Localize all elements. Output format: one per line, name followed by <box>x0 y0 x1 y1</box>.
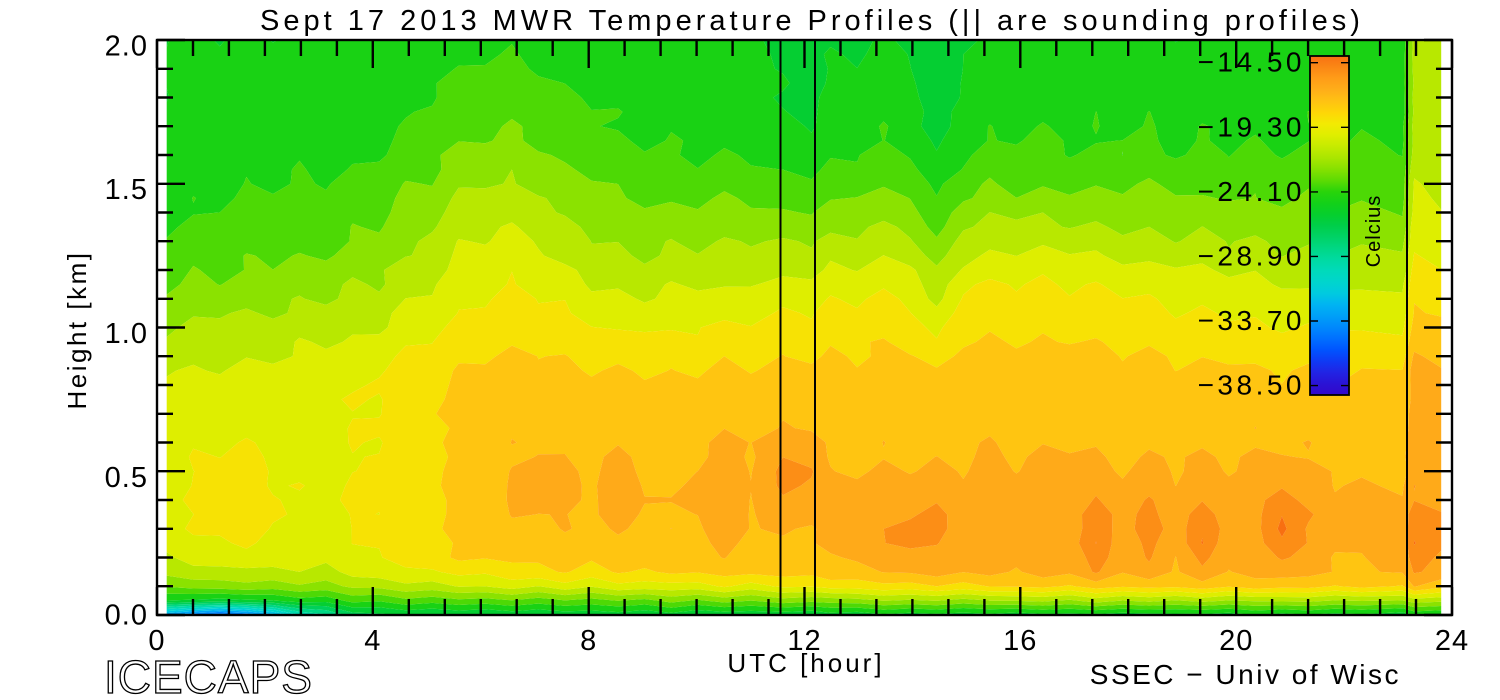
svg-text:1.0: 1.0 <box>105 318 148 350</box>
svg-text:ICECAPS: ICECAPS <box>104 651 313 700</box>
svg-text:−14.50: −14.50 <box>1198 47 1305 78</box>
svg-text:16: 16 <box>1003 625 1037 657</box>
svg-text:UTC [hour]: UTC [hour] <box>727 648 884 678</box>
svg-text:0.0: 0.0 <box>105 600 148 632</box>
svg-text:0: 0 <box>148 625 165 657</box>
svg-text:Celcius: Celcius <box>1363 195 1385 268</box>
svg-text:−38.50: −38.50 <box>1198 370 1305 401</box>
svg-text:Sept 17 2013 MWR Temperature P: Sept 17 2013 MWR Temperature Profiles (|… <box>260 5 1364 37</box>
svg-text:4: 4 <box>364 625 381 657</box>
svg-text:−28.90: −28.90 <box>1198 240 1305 271</box>
svg-text:20: 20 <box>1219 625 1253 657</box>
svg-text:12: 12 <box>787 625 821 657</box>
svg-text:−19.30: −19.30 <box>1198 111 1305 142</box>
svg-text:8: 8 <box>580 625 597 657</box>
svg-text:24: 24 <box>1435 625 1469 657</box>
svg-text:−33.70: −33.70 <box>1198 305 1305 336</box>
svg-text:1.5: 1.5 <box>105 174 148 206</box>
svg-text:2.0: 2.0 <box>105 31 148 63</box>
svg-text:Height [km]: Height [km] <box>62 251 92 410</box>
svg-text:0.5: 0.5 <box>105 462 148 494</box>
svg-text:SSEC − Univ of Wisc: SSEC − Univ of Wisc <box>1090 659 1401 690</box>
svg-text:−24.10: −24.10 <box>1198 176 1305 207</box>
